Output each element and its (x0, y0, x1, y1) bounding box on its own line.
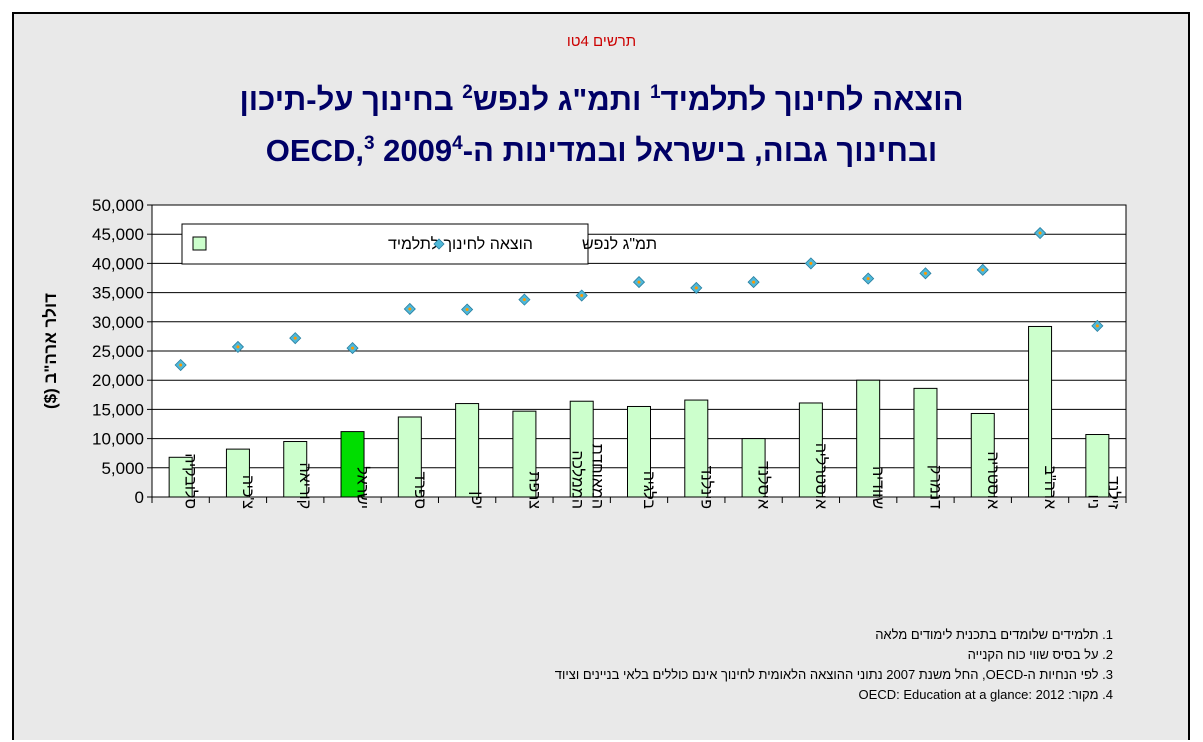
x-tick-label: ניו (1084, 494, 1101, 509)
y-tick-label: 10,000 (92, 430, 144, 449)
title-text: ובחינוך גבוה, בישראל ובמדינות ה-OECD, (265, 133, 938, 168)
gdp-marker-center (637, 280, 641, 284)
footnotes: 1. תלמידים שלומדים בתכנית לימודים מלאה 2… (555, 625, 1113, 705)
bar (741, 438, 766, 498)
bar (340, 431, 365, 498)
gdp-marker-center (580, 294, 584, 298)
gdp-marker-center (522, 298, 526, 302)
y-axis-title: דולר ארה"ב ($) (41, 293, 60, 409)
bar (397, 416, 422, 498)
gdp-marker-center (179, 363, 183, 367)
gdp-marker-center (752, 280, 756, 284)
bar (627, 405, 651, 498)
x-tick-label: ארה"ב (1041, 465, 1058, 509)
title-text: הוצאה לחינוך לתלמיד (660, 82, 964, 117)
x-tick-label: ספרד (411, 471, 428, 509)
footnote-2: 2. על בסיס שווי כוח הקנייה (967, 647, 1113, 662)
footnote-4: 4. מקור: OECD: Education at a glance: 20… (858, 687, 1113, 702)
bar (569, 400, 594, 498)
x-tick-label: אוסטרליה (812, 443, 830, 509)
bar (1085, 434, 1110, 498)
gdp-marker-center (293, 336, 297, 340)
bar (283, 441, 308, 498)
y-tick-label: 30,000 (92, 313, 144, 332)
gdp-marker-center (981, 268, 985, 272)
footnote-1: 1. תלמידים שלומדים בתכנית לימודים מלאה (875, 627, 1113, 642)
legend-swatch-bar (192, 236, 207, 251)
footnote-ref-3: 3 (363, 133, 375, 154)
bar (798, 402, 823, 498)
gdp-marker-center (694, 286, 698, 290)
gdp-marker-center (236, 345, 240, 349)
x-tick-label: דנמרק (926, 465, 943, 509)
legend-label-bar: הוצאה לחינוך לתלמיד (388, 235, 533, 253)
footnote-3: 3. לפי הנחיות ה-OECD, החל משנת 2007 נתונ… (554, 667, 1113, 682)
x-tick-label: הממלכה (569, 450, 587, 509)
bar (455, 403, 480, 498)
bar (856, 379, 881, 498)
chart-title-line1: הוצאה לחינוך לתלמיד1 ותמ"ג לנפש2 בחינוך … (0, 82, 1203, 118)
gdp-marker-center (866, 277, 870, 281)
bar (684, 399, 709, 498)
y-tick-label: 40,000 (92, 254, 144, 273)
x-tick-label: אוסטריה (984, 451, 1001, 509)
footnote-ref-4: 4 (452, 133, 463, 154)
x-tick-label: צרפת (525, 471, 542, 509)
y-tick-label: 5,000 (101, 459, 144, 478)
footnote-ref-1: 1 (649, 82, 661, 103)
x-tick-label: צ'כיה (239, 475, 256, 509)
footnote-ref-2: 2 (462, 82, 473, 103)
y-tick-label: 15,000 (92, 400, 144, 419)
gdp-marker-center (465, 308, 469, 312)
x-tick-label: שוודיה (869, 466, 886, 509)
gdp-marker-center (408, 307, 412, 311)
y-tick-label: 50,000 (92, 196, 144, 215)
x-tick-label: קוריאה (296, 463, 313, 509)
legend-box (181, 223, 589, 265)
legend-swatch-marker (433, 238, 445, 250)
bar (225, 448, 250, 498)
chart-subtitle: תרשים 4טו (566, 33, 637, 50)
gdp-marker-center (809, 261, 813, 265)
y-tick-label: 20,000 (92, 371, 144, 390)
y-tick-label: 35,000 (92, 284, 144, 303)
bar (1028, 325, 1053, 498)
gdp-marker-center (923, 271, 927, 275)
x-tick-label: סלובקיה (182, 453, 200, 509)
gdp-marker-center (351, 346, 355, 350)
x-tick-label: זילנד (1104, 476, 1122, 509)
bar (168, 456, 193, 498)
bar (913, 387, 938, 498)
chart-title-line2: ובחינוך גבוה, בישראל ובמדינות ה-OECD,3 2… (0, 133, 1203, 169)
y-tick-label: 0 (135, 488, 144, 507)
title-text: 2009 (374, 133, 453, 168)
title-text: בחינוך על-תיכון (239, 82, 463, 117)
x-tick-label: יפן (468, 491, 485, 509)
legend-label-marker: תמ"ג לנפש (582, 235, 657, 253)
x-tick-label: איסלנד (755, 461, 773, 509)
x-tick-label: המאוחדת (589, 444, 606, 509)
y-tick-label: 45,000 (92, 225, 144, 244)
gdp-marker-center (1038, 231, 1042, 235)
bar (970, 412, 995, 498)
x-tick-label: פינלנד (697, 466, 715, 509)
y-tick-label: 25,000 (92, 342, 144, 361)
gdp-marker-center (1095, 324, 1099, 328)
x-tick-label: ישראל (354, 466, 372, 509)
bar (512, 410, 537, 498)
title-text: ותמ"ג לנפש (472, 82, 650, 117)
x-tick-label: בלגיה (640, 471, 658, 510)
